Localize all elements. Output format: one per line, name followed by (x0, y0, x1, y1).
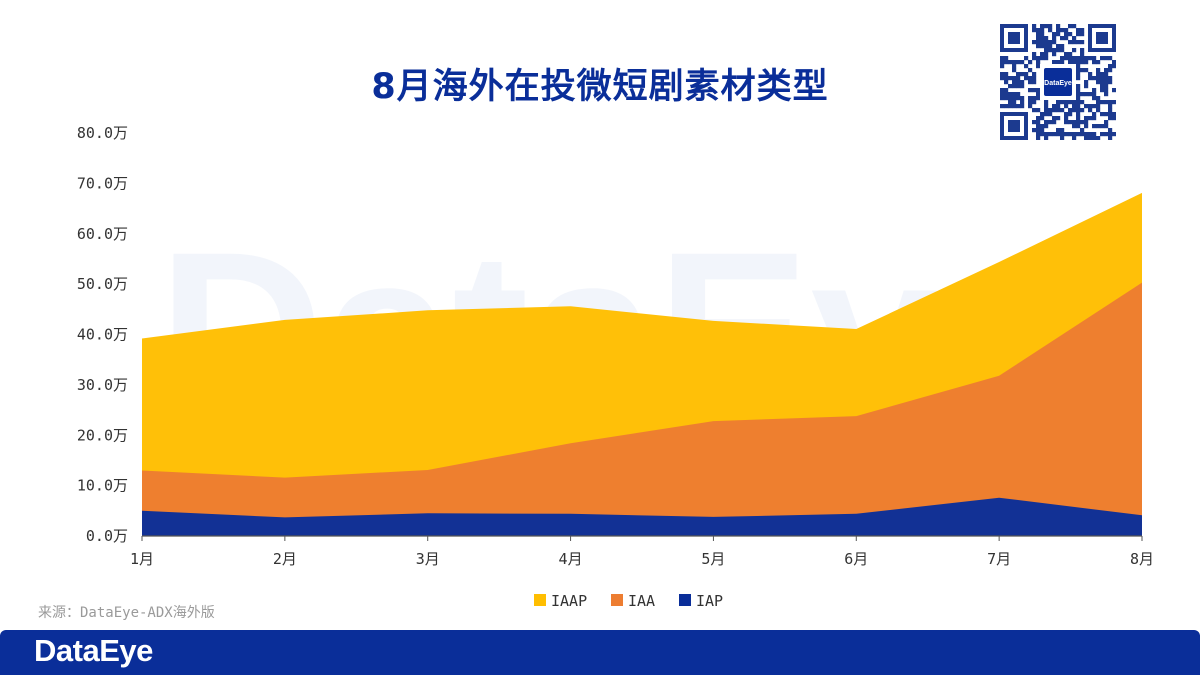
qr-logo-text: DataEye (1044, 80, 1072, 87)
y-tick-label: 20.0万 (77, 426, 128, 444)
x-tick-label: 2月 (273, 550, 297, 568)
legend-swatch-iaap (534, 594, 546, 606)
y-tick-label: 40.0万 (77, 326, 128, 344)
x-tick-label: 8月 (1130, 550, 1154, 568)
chart-title: 8月海外在投微短剧素材类型 (371, 67, 829, 107)
legend-swatch-iaa (611, 594, 623, 606)
y-tick-label: 10.0万 (77, 477, 128, 495)
area-series-group (142, 192, 1142, 536)
legend-label-iaap: IAAP (551, 592, 587, 610)
footer-bar: DataEye (0, 630, 1200, 675)
x-tick-label: 6月 (844, 550, 868, 568)
x-tick-label: 7月 (987, 550, 1011, 568)
y-tick-label: 80.0万 (77, 124, 128, 142)
area-iaa (142, 282, 1142, 536)
legend-label-iaa: IAA (628, 592, 655, 610)
y-tick-label: 50.0万 (77, 275, 128, 293)
legend-swatch-iap (679, 594, 691, 606)
y-tick-label: 70.0万 (77, 174, 128, 192)
qr-code: DataEye (1000, 24, 1116, 140)
x-tick-label: 3月 (416, 550, 440, 568)
legend: IAAP IAA IAP (534, 592, 723, 610)
area-chart: DataEye 1月2月3月4月5月6月7月8月0.0万10.0万20.0万30… (77, 124, 1154, 610)
axes: 1月 2月 3月 4月 5月 6月 7月 8月 0.0万 10.0万 20.0万 30.0万 40.0万… (77, 124, 1154, 568)
footer-logo: DataEye (34, 633, 153, 668)
x-tick-label: 5月 (701, 550, 725, 568)
legend-label-iap: IAP (696, 592, 723, 610)
y-tick-label: 30.0万 (77, 376, 128, 394)
source-note: 来源：DataEye-ADX海外版 (38, 605, 215, 621)
x-tick-label: 4月 (559, 550, 583, 568)
y-tick-label: 0.0万 (86, 527, 128, 545)
x-tick-label: 1月 (130, 550, 154, 568)
area-iap (142, 497, 1142, 536)
y-tick-label: 60.0万 (77, 225, 128, 243)
